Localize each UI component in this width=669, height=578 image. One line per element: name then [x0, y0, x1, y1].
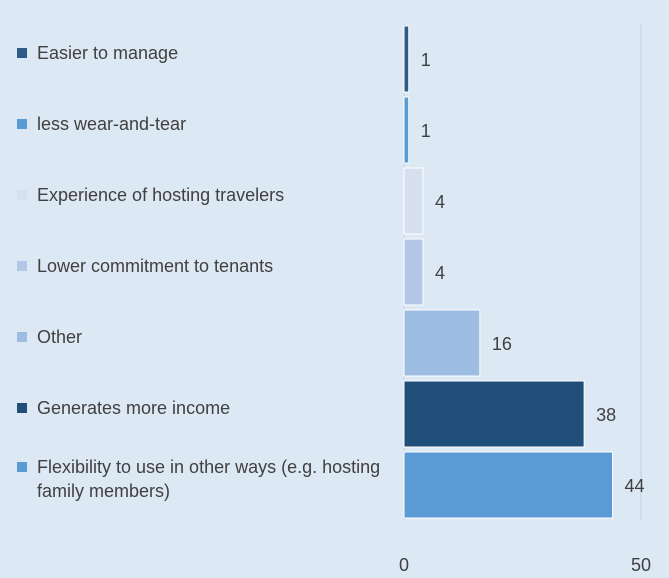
- category-text: Lower commitment to tenants: [37, 256, 274, 276]
- value-label: 1: [421, 50, 431, 70]
- category-text: Flexibility to use in other ways (e.g. h…: [37, 457, 381, 501]
- legend-swatch: [17, 48, 27, 58]
- legend-swatch: [17, 119, 27, 129]
- category-text: Other: [37, 327, 83, 347]
- category-label: Experience of hosting travelers: [17, 183, 402, 207]
- bar: [403, 451, 614, 519]
- category-label: Generates more income: [17, 396, 402, 420]
- bar: [403, 25, 410, 93]
- bar: [403, 309, 481, 377]
- category-text: Easier to manage: [37, 43, 179, 63]
- category-label: Other: [17, 325, 402, 349]
- x-tick-label: 50: [631, 555, 651, 575]
- bar: [403, 238, 424, 306]
- legend-swatch: [17, 261, 27, 271]
- category-label: Flexibility to use in other ways (e.g. h…: [17, 455, 402, 503]
- legend-swatch: [17, 190, 27, 200]
- value-label: 38: [596, 405, 616, 425]
- x-tick-label: 0: [399, 555, 409, 575]
- legend-swatch: [17, 403, 27, 413]
- category-label: Easier to manage: [17, 41, 402, 65]
- legend-swatch: [17, 462, 27, 472]
- category-text: Generates more income: [37, 398, 231, 418]
- bar: [403, 167, 424, 235]
- value-label: 44: [625, 476, 645, 496]
- category-text: less wear-and-tear: [37, 114, 187, 134]
- bar: [403, 380, 585, 448]
- category-label: Lower commitment to tenants: [17, 254, 402, 278]
- value-label: 16: [492, 334, 512, 354]
- value-label: 4: [435, 192, 445, 212]
- value-label: 4: [435, 263, 445, 283]
- bar: [403, 96, 410, 164]
- legend-swatch: [17, 332, 27, 342]
- value-label: 1: [421, 121, 431, 141]
- category-text: Experience of hosting travelers: [37, 185, 285, 205]
- category-label: less wear-and-tear: [17, 112, 402, 136]
